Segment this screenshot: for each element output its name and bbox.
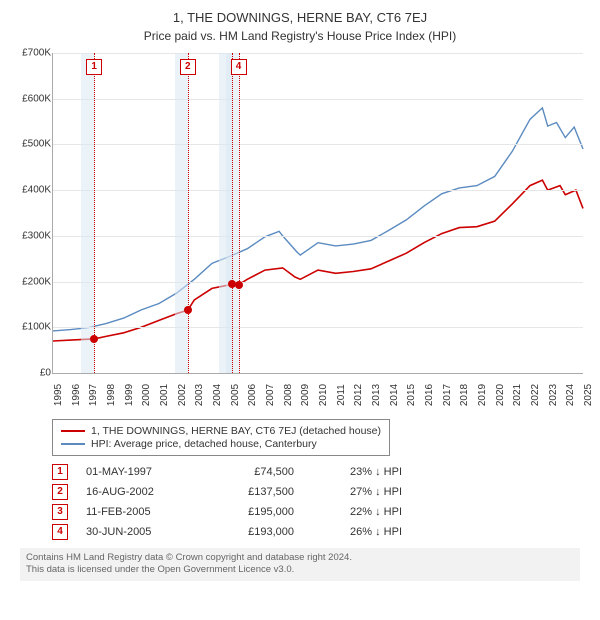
x-tick-label: 2000 [141,384,152,406]
gridline-h [53,190,583,191]
gridline-h [53,282,583,283]
sale-row-marker: 2 [52,484,68,500]
sale-row: 3 11-FEB-2005 £195,000 22% ↓ HPI [52,502,580,522]
sale-price: £137,500 [214,486,294,498]
footer-line-2: This data is licensed under the Open Gov… [26,564,574,576]
series-line [53,180,583,341]
y-tick-label: £500K [22,139,51,150]
gridline-h [53,99,583,100]
x-tick-label: 2019 [477,384,488,406]
sale-row-marker: 4 [52,524,68,540]
x-tick-label: 2007 [265,384,276,406]
x-tick-label: 1996 [71,384,82,406]
sale-price: £193,000 [214,526,294,538]
chart-lines-svg [53,53,583,373]
sale-price: £74,500 [214,466,294,478]
sale-vline [188,53,189,373]
x-tick-label: 1995 [53,384,64,406]
sale-pct: 22% ↓ HPI [312,506,402,518]
legend-label: HPI: Average price, detached house, Cant… [91,438,317,450]
sale-marker-box: 2 [180,59,196,75]
legend-box: 1, THE DOWNINGS, HERNE BAY, CT6 7EJ (det… [52,419,390,456]
x-tick-label: 2025 [583,384,594,406]
sales-table: 1 01-MAY-1997 £74,500 23% ↓ HPI 2 16-AUG-2002… [52,462,580,542]
y-tick-label: £300K [22,230,51,241]
sale-point-dot [184,306,192,314]
x-tick-label: 2013 [371,384,382,406]
chart-title: 1, THE DOWNINGS, HERNE BAY, CT6 7EJ [10,10,590,25]
x-tick-label: 1999 [124,384,135,406]
x-tick-label: 2017 [442,384,453,406]
plot-wrap: £0£100K£200K£300K£400K£500K£600K£700K124… [10,53,590,413]
sale-vline [239,53,240,373]
legend-row: 1, THE DOWNINGS, HERNE BAY, CT6 7EJ (det… [61,425,381,437]
x-tick-label: 2015 [406,384,417,406]
x-tick-label: 2022 [530,384,541,406]
sale-price: £195,000 [214,506,294,518]
chart-container: 1, THE DOWNINGS, HERNE BAY, CT6 7EJ Pric… [0,0,600,581]
gridline-h [53,236,583,237]
sale-date: 30-JUN-2005 [86,526,196,538]
x-tick-label: 2011 [336,384,347,406]
sale-row: 4 30-JUN-2005 £193,000 26% ↓ HPI [52,522,580,542]
x-tick-label: 2016 [424,384,435,406]
legend-swatch [61,443,85,445]
x-tick-label: 2020 [495,384,506,406]
x-tick-label: 2009 [300,384,311,406]
sale-pct: 26% ↓ HPI [312,526,402,538]
y-tick-label: £600K [22,93,51,104]
x-tick-label: 2012 [353,384,364,406]
x-tick-label: 2010 [318,384,329,406]
x-tick-label: 2014 [389,384,400,406]
x-tick-label: 1998 [106,384,117,406]
legend-label: 1, THE DOWNINGS, HERNE BAY, CT6 7EJ (det… [91,425,381,437]
x-tick-label: 2001 [159,384,170,406]
x-tick-label: 2005 [230,384,241,406]
x-tick-label: 1997 [88,384,99,406]
x-tick-label: 2003 [194,384,205,406]
x-tick-label: 2008 [283,384,294,406]
x-tick-label: 2021 [512,384,523,406]
sale-marker-box: 1 [86,59,102,75]
x-tick-label: 2018 [459,384,470,406]
sale-row-marker: 3 [52,504,68,520]
sale-vline [232,53,233,373]
sale-pct: 23% ↓ HPI [312,466,402,478]
sale-date: 01-MAY-1997 [86,466,196,478]
x-tick-label: 2004 [212,384,223,406]
x-tick-label: 2002 [177,384,188,406]
sale-date: 11-FEB-2005 [86,506,196,518]
x-tick-label: 2023 [548,384,559,406]
footer-note: Contains HM Land Registry data © Crown c… [20,548,580,581]
y-tick-label: £100K [22,322,51,333]
sale-date: 16-AUG-2002 [86,486,196,498]
sale-vline [94,53,95,373]
series-line [53,108,583,331]
chart-subtitle: Price paid vs. HM Land Registry's House … [10,29,590,43]
sale-row: 2 16-AUG-2002 £137,500 27% ↓ HPI [52,482,580,502]
y-tick-label: £0 [40,368,51,379]
x-tick-label: 2006 [247,384,258,406]
y-tick-label: £700K [22,48,51,59]
sale-point-dot [235,281,243,289]
plot-area: £0£100K£200K£300K£400K£500K£600K£700K124… [52,53,583,374]
gridline-h [53,327,583,328]
y-tick-label: £400K [22,185,51,196]
footer-line-1: Contains HM Land Registry data © Crown c… [26,552,574,564]
gridline-h [53,53,583,54]
legend-row: HPI: Average price, detached house, Cant… [61,438,381,450]
y-tick-label: £200K [22,276,51,287]
sale-row: 1 01-MAY-1997 £74,500 23% ↓ HPI [52,462,580,482]
sale-row-marker: 1 [52,464,68,480]
sale-marker-box: 4 [231,59,247,75]
legend-swatch [61,430,85,432]
x-tick-label: 2024 [565,384,576,406]
sale-point-dot [90,335,98,343]
sale-pct: 27% ↓ HPI [312,486,402,498]
gridline-h [53,144,583,145]
